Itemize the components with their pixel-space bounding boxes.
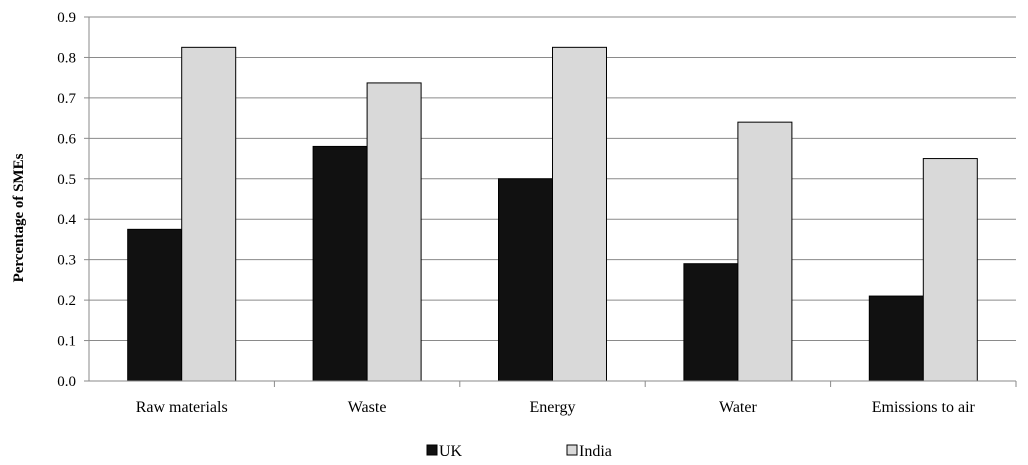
y-tick-label: 0.7 <box>57 91 76 107</box>
x-tick-label: Waste <box>348 399 387 416</box>
y-tick-label: 0.2 <box>57 293 76 309</box>
bar-india-emissions-to-air <box>922 158 978 382</box>
bar-uk-emissions-to-air <box>868 295 924 382</box>
bar-uk-water <box>683 263 739 382</box>
bar-uk-energy <box>498 178 553 382</box>
y-tick-label: 0.4 <box>57 212 76 228</box>
y-tick-label: 0.5 <box>57 172 76 188</box>
y-tick-label: 0.6 <box>57 131 76 147</box>
x-tick-label: Emissions to air <box>872 399 976 416</box>
axes: 0.0 0.1 0.2 0.3 0.4 0.5 0.6 0.7 0.8 0.9 Raw materi… <box>57 10 1017 416</box>
legend-swatch-india <box>566 444 578 456</box>
y-tick-label: 0.1 <box>57 334 76 350</box>
y-axis-label: Percentage of SMEs <box>11 153 27 282</box>
bar-uk-raw-materials <box>127 228 183 382</box>
y-tick-label: 0.9 <box>57 10 76 26</box>
legend: UK India <box>426 443 612 460</box>
bar-india-water <box>737 121 793 382</box>
bars <box>127 46 978 382</box>
legend-label-uk: UK <box>439 443 463 460</box>
y-tick-label: 0.3 <box>57 253 76 269</box>
y-tick-label: 0.8 <box>57 50 76 66</box>
y-tick-label: 0.0 <box>57 374 76 390</box>
bar-india-raw-materials <box>181 46 237 382</box>
legend-swatch-uk <box>426 444 438 456</box>
legend-label-india: India <box>579 443 612 460</box>
bar-india-waste <box>366 82 422 382</box>
x-tick-label: Water <box>719 399 757 416</box>
x-tick-label: Energy <box>530 399 576 416</box>
x-tick-label: Raw materials <box>136 399 228 416</box>
bar-uk-waste <box>312 145 368 382</box>
bar-india-energy <box>552 46 607 382</box>
